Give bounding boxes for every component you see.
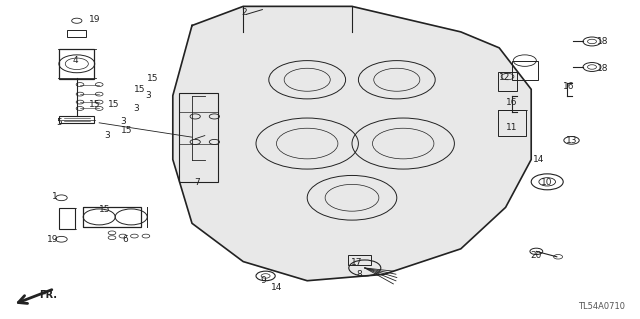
- Text: 17: 17: [351, 258, 363, 267]
- Text: 15: 15: [134, 85, 145, 94]
- Bar: [512, 61, 538, 80]
- Bar: [60, 48, 95, 79]
- Text: 20: 20: [531, 251, 542, 260]
- Text: 3: 3: [146, 91, 151, 100]
- Text: 1: 1: [52, 192, 57, 201]
- Text: 18: 18: [597, 64, 609, 73]
- Text: 6: 6: [123, 235, 128, 244]
- Text: 5: 5: [56, 118, 61, 127]
- Text: 3: 3: [105, 131, 110, 140]
- Text: 15: 15: [99, 205, 110, 214]
- Bar: [179, 93, 218, 182]
- Text: 16: 16: [563, 82, 574, 91]
- Bar: [60, 208, 76, 229]
- Bar: [498, 72, 517, 91]
- Text: 16: 16: [506, 98, 518, 107]
- Text: 4: 4: [73, 56, 78, 65]
- Text: 15: 15: [108, 100, 120, 109]
- Text: 15: 15: [147, 74, 158, 83]
- Text: 8: 8: [357, 270, 362, 279]
- Text: 10: 10: [541, 178, 553, 187]
- Text: 18: 18: [597, 37, 609, 46]
- Text: 3: 3: [120, 117, 125, 126]
- Text: 3: 3: [133, 104, 138, 113]
- Bar: [83, 207, 141, 227]
- Text: 12: 12: [499, 73, 510, 82]
- Text: 11: 11: [506, 123, 518, 132]
- Bar: [67, 29, 86, 37]
- Text: 9: 9: [261, 276, 266, 285]
- Text: TL54A0710: TL54A0710: [578, 302, 625, 311]
- Polygon shape: [173, 6, 531, 281]
- Text: 2: 2: [242, 8, 247, 17]
- Text: 13: 13: [566, 137, 577, 145]
- Text: 7: 7: [195, 178, 200, 187]
- Text: 15: 15: [89, 100, 100, 109]
- Bar: [60, 116, 95, 123]
- Text: 14: 14: [533, 155, 545, 164]
- Bar: [349, 255, 371, 265]
- Text: 19: 19: [89, 15, 100, 24]
- Text: 19: 19: [47, 235, 58, 244]
- Bar: [498, 110, 527, 136]
- Text: 14: 14: [271, 283, 282, 292]
- Text: 15: 15: [121, 126, 132, 135]
- Text: FR.: FR.: [39, 290, 57, 300]
